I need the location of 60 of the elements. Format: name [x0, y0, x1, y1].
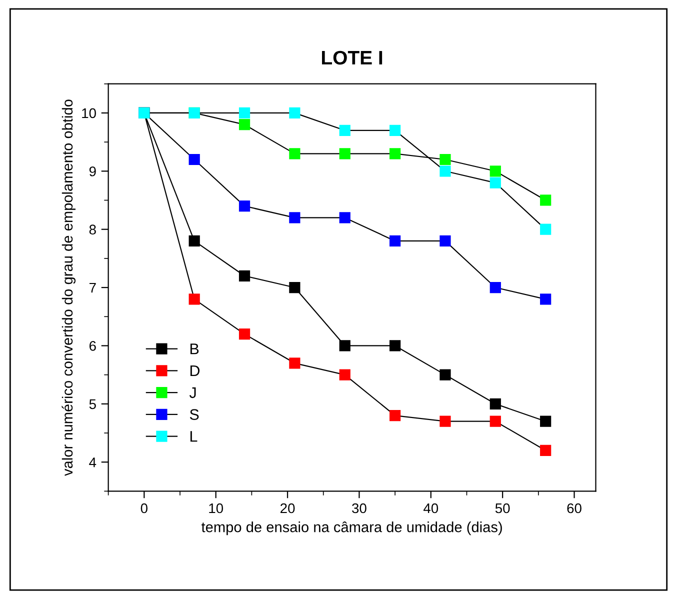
point	[188, 154, 200, 166]
legend-label: L	[190, 431, 198, 442]
point	[289, 358, 300, 369]
point	[490, 177, 501, 188]
point	[238, 270, 250, 282]
point	[540, 416, 552, 427]
x-axis-title: tempo de ensaio na câmara de umidade (dias)	[201, 521, 502, 536]
legend-label: D	[190, 366, 200, 376]
y-tick-label: 6	[89, 341, 96, 351]
y-tick-label: 5	[89, 399, 96, 410]
point	[440, 369, 451, 380]
point	[490, 416, 501, 427]
point	[540, 444, 552, 456]
point	[389, 410, 401, 422]
y-tick-label: 7	[90, 282, 96, 293]
y-tick-label: 9	[89, 166, 96, 176]
point	[540, 194, 552, 206]
point	[238, 119, 250, 130]
point	[389, 235, 401, 247]
point	[289, 107, 300, 119]
point	[389, 148, 401, 160]
y-tick-label: 8	[89, 224, 96, 234]
point	[490, 166, 501, 177]
point	[289, 148, 300, 160]
point	[540, 224, 552, 235]
x-tick-label: 60	[567, 503, 582, 514]
x-tick-label: 0	[140, 503, 148, 514]
point	[440, 235, 451, 247]
point	[289, 212, 300, 224]
point	[339, 340, 350, 352]
legend-label: B	[190, 344, 199, 354]
point	[440, 154, 451, 166]
point	[238, 328, 250, 340]
y-axis-title: valor numérico convertido do grau de empolamento obtido	[62, 100, 76, 476]
x-tick-label: 50	[495, 503, 510, 514]
point	[440, 166, 451, 177]
point	[188, 294, 200, 305]
point	[490, 398, 501, 410]
legend-label: J	[189, 387, 196, 398]
point	[339, 148, 350, 160]
point	[188, 235, 200, 247]
point	[540, 294, 552, 305]
chart-title: LOTE I	[322, 50, 382, 65]
point	[389, 124, 401, 136]
legend-label: S	[190, 409, 199, 420]
y-tick-label: 10	[82, 108, 96, 118]
point	[440, 416, 451, 427]
point	[238, 200, 250, 212]
point	[238, 107, 250, 119]
point	[490, 282, 501, 294]
point	[339, 124, 350, 136]
x-tick-label: 30	[352, 503, 366, 514]
x-tick-label: 10	[209, 503, 224, 514]
point	[339, 369, 350, 380]
x-tick-label: 40	[423, 503, 438, 514]
point	[389, 340, 401, 352]
x-tick-label: 20	[280, 503, 295, 514]
point	[289, 282, 300, 294]
y-tick-label: 4	[89, 458, 96, 468]
point	[339, 212, 350, 224]
